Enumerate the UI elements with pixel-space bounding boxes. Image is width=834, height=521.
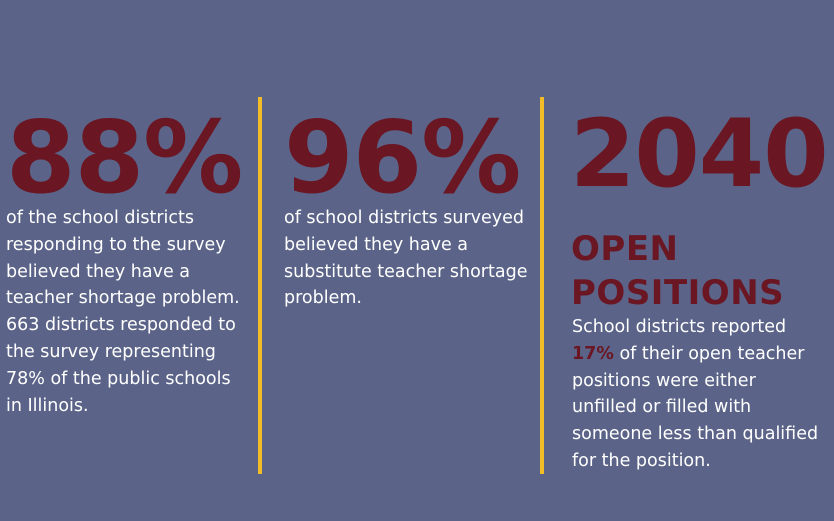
open-positions-heading-line-2: POSITIONS bbox=[571, 273, 785, 313]
stat-description-3-after: of their open teacher positions were eit… bbox=[572, 343, 819, 471]
stat-value-2040: 2040 bbox=[570, 100, 829, 209]
column-divider-2 bbox=[540, 97, 544, 474]
stat-description-2: of school districts surveyed believed th… bbox=[284, 208, 528, 309]
column-divider-1 bbox=[258, 97, 262, 474]
stat-description-3-before: School districts reported bbox=[572, 317, 787, 337]
stat-description-3: School districts reported 17% of their o… bbox=[572, 314, 824, 475]
stat-description-1: of the school districts responding to th… bbox=[6, 208, 240, 416]
stat-value-88-percent: 88% bbox=[6, 99, 243, 216]
open-positions-heading-line-1: OPEN bbox=[571, 229, 679, 269]
stat-value-96-percent: 96% bbox=[284, 99, 521, 216]
stat-description-3-highlight: 17% bbox=[572, 343, 614, 364]
